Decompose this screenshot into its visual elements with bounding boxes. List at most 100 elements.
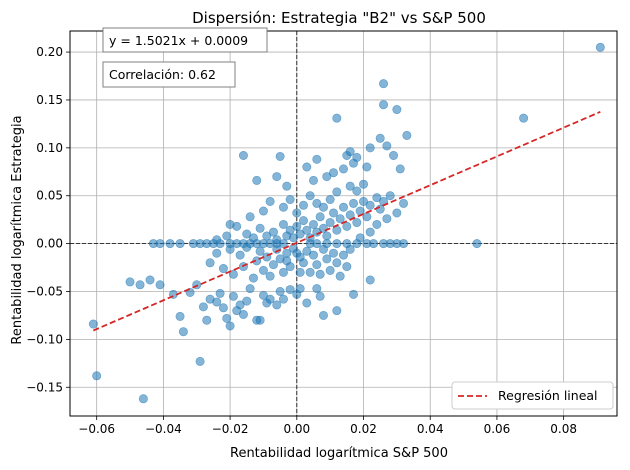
data-point	[175, 239, 185, 249]
data-point	[125, 277, 135, 287]
data-point	[198, 302, 208, 312]
data-point	[399, 198, 409, 208]
data-point	[365, 227, 375, 237]
data-point	[295, 267, 305, 277]
data-point	[332, 113, 342, 123]
data-point	[392, 105, 402, 115]
data-point	[335, 271, 345, 281]
data-point	[305, 191, 315, 201]
data-point	[272, 172, 282, 182]
x-tick-label: −0.04	[145, 422, 182, 436]
data-point	[382, 214, 392, 224]
data-point	[332, 239, 342, 249]
data-point	[218, 303, 228, 313]
data-point	[272, 300, 282, 310]
data-point	[285, 225, 295, 235]
data-point	[265, 294, 275, 304]
data-point	[155, 280, 165, 290]
data-point	[472, 239, 482, 249]
data-point	[298, 200, 308, 210]
data-point	[328, 248, 338, 258]
data-point	[325, 218, 335, 228]
data-point	[595, 42, 605, 52]
data-point	[138, 394, 148, 404]
data-point	[282, 181, 292, 191]
y-tick-label: 0.05	[36, 189, 63, 203]
data-point	[318, 202, 328, 212]
data-point	[272, 244, 282, 254]
data-point	[235, 300, 245, 310]
data-point	[218, 264, 228, 274]
data-point	[272, 235, 282, 245]
data-point	[248, 233, 258, 243]
data-point	[305, 267, 315, 277]
data-point	[145, 275, 155, 285]
data-point	[402, 130, 412, 140]
data-point	[275, 286, 285, 296]
data-point	[308, 219, 318, 229]
data-point	[135, 280, 145, 290]
data-point	[332, 306, 342, 316]
chart-title: Dispersión: Estrategia "B2" vs S&P 500	[192, 9, 486, 27]
data-point	[362, 212, 372, 222]
data-point	[519, 113, 529, 123]
data-point	[312, 198, 322, 208]
x-tick-label: 0.06	[484, 422, 511, 436]
data-point	[322, 172, 332, 182]
data-point	[349, 198, 359, 208]
data-point	[258, 206, 268, 216]
data-point	[228, 269, 238, 279]
data-point	[222, 231, 232, 241]
y-tick-label: 0.15	[36, 93, 63, 107]
data-point	[248, 273, 258, 283]
data-point	[372, 193, 382, 203]
data-point	[359, 196, 369, 206]
correlation-annotation: Correlación: 0.62	[102, 61, 236, 88]
data-point	[308, 250, 318, 260]
data-point	[372, 219, 382, 229]
data-point	[302, 162, 312, 172]
equation-text: y = 1.5021x + 0.0009	[109, 33, 248, 48]
data-point	[375, 133, 385, 143]
data-point	[275, 151, 285, 161]
data-point	[399, 239, 409, 249]
y-tick-label: −0.05	[26, 284, 63, 298]
data-point	[265, 271, 275, 281]
data-point	[202, 315, 212, 325]
data-point	[225, 244, 235, 254]
data-point	[379, 100, 389, 110]
legend: Regresión lineal	[451, 381, 614, 410]
data-point	[295, 229, 305, 239]
data-point	[322, 254, 332, 264]
data-point	[365, 275, 375, 285]
data-point	[345, 147, 355, 157]
data-point	[178, 327, 188, 337]
data-point	[315, 212, 325, 222]
x-tick-label: 0.04	[417, 422, 444, 436]
y-tick-label: 0.20	[36, 45, 63, 59]
plot-area-frame	[69, 30, 618, 417]
data-point	[318, 244, 328, 254]
data-point	[235, 250, 245, 260]
data-point	[225, 219, 235, 229]
data-point	[325, 195, 335, 205]
x-tick-label: 0.00	[283, 422, 310, 436]
data-point	[302, 246, 312, 256]
data-point	[278, 267, 288, 277]
legend-label: Regresión lineal	[498, 388, 598, 403]
data-point	[88, 319, 98, 329]
data-point	[308, 175, 318, 185]
data-point	[312, 154, 322, 164]
data-point	[355, 233, 365, 243]
y-tick-label: −0.10	[26, 332, 63, 346]
data-point	[225, 321, 235, 331]
data-point	[392, 208, 402, 218]
data-point	[328, 208, 338, 218]
data-point	[345, 244, 355, 254]
data-point	[312, 260, 322, 270]
data-point	[338, 164, 348, 174]
data-point	[215, 288, 225, 298]
data-point	[238, 151, 248, 161]
data-point	[292, 221, 302, 231]
data-point	[325, 265, 335, 275]
